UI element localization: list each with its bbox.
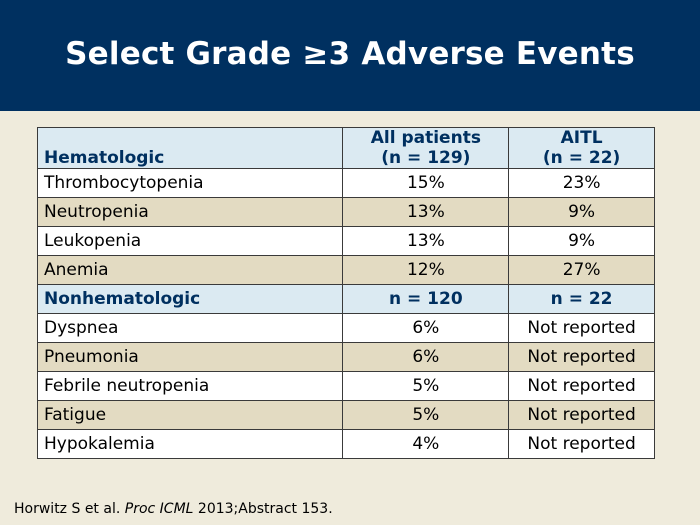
header-all-patients-label: All patients bbox=[370, 128, 481, 148]
all-patients-value: 13% bbox=[342, 197, 510, 227]
table-row: Hypokalemia 4% Not reported bbox=[36, 429, 655, 459]
adverse-events-table: Hematologic All patients (n = 129) AITL … bbox=[36, 127, 655, 459]
table-row: Pneumonia 6% Not reported bbox=[36, 342, 655, 372]
table-row: Neutropenia 13% 9% bbox=[36, 197, 655, 227]
slide-title: Select Grade ≥3 Adverse Events bbox=[65, 36, 635, 72]
table-row: Fatigue 5% Not reported bbox=[36, 400, 655, 430]
all-patients-value: 12% bbox=[342, 255, 510, 285]
nonhem-all-patients-n: n = 120 bbox=[342, 284, 510, 314]
event-name: Anemia bbox=[36, 255, 344, 285]
nonhematologic-header-row: Nonhematologic n = 120 n = 22 bbox=[36, 284, 655, 314]
header-all-patients: All patients (n = 129) bbox=[342, 127, 510, 169]
header-hematologic: Hematologic bbox=[36, 127, 344, 169]
table-header-row: Hematologic All patients (n = 129) AITL … bbox=[36, 127, 655, 169]
aitl-value: Not reported bbox=[508, 429, 655, 459]
event-name: Thrombocytopenia bbox=[36, 168, 344, 198]
header-all-patients-n: (n = 129) bbox=[381, 148, 471, 168]
aitl-value: 27% bbox=[508, 255, 655, 285]
aitl-value: Not reported bbox=[508, 342, 655, 372]
aitl-value: Not reported bbox=[508, 400, 655, 430]
header-aitl: AITL (n = 22) bbox=[508, 127, 655, 169]
header-aitl-label: AITL bbox=[560, 128, 603, 148]
header-aitl-n: (n = 22) bbox=[542, 148, 621, 168]
citation: Horwitz S et al. Proc ICML 2013;Abstract… bbox=[14, 501, 333, 517]
aitl-value: Not reported bbox=[508, 371, 655, 401]
all-patients-value: 6% bbox=[342, 313, 510, 343]
aitl-value: 9% bbox=[508, 226, 655, 256]
aitl-value: 9% bbox=[508, 197, 655, 227]
all-patients-value: 6% bbox=[342, 342, 510, 372]
event-name: Neutropenia bbox=[36, 197, 344, 227]
title-band bbox=[0, 0, 700, 111]
citation-authors: Horwitz S et al. bbox=[14, 501, 121, 517]
event-name: Fatigue bbox=[36, 400, 344, 430]
event-name: Leukopenia bbox=[36, 226, 344, 256]
table-row: Leukopenia 13% 9% bbox=[36, 226, 655, 256]
aitl-value: Not reported bbox=[508, 313, 655, 343]
all-patients-value: 5% bbox=[342, 371, 510, 401]
nonhem-aitl-n: n = 22 bbox=[508, 284, 655, 314]
event-name: Pneumonia bbox=[36, 342, 344, 372]
all-patients-value: 4% bbox=[342, 429, 510, 459]
table-row: Febrile neutropenia 5% Not reported bbox=[36, 371, 655, 401]
aitl-value: 23% bbox=[508, 168, 655, 198]
all-patients-value: 13% bbox=[342, 226, 510, 256]
all-patients-value: 15% bbox=[342, 168, 510, 198]
citation-details: 2013;Abstract 153. bbox=[197, 501, 333, 517]
table-row: Dyspnea 6% Not reported bbox=[36, 313, 655, 343]
event-name: Febrile neutropenia bbox=[36, 371, 344, 401]
table-row: Thrombocytopenia 15% 23% bbox=[36, 168, 655, 198]
table-row: Anemia 12% 27% bbox=[36, 255, 655, 285]
citation-journal: Proc ICML bbox=[124, 501, 194, 517]
header-nonhematologic: Nonhematologic bbox=[36, 284, 344, 314]
all-patients-value: 5% bbox=[342, 400, 510, 430]
event-name: Hypokalemia bbox=[36, 429, 344, 459]
event-name: Dyspnea bbox=[36, 313, 344, 343]
